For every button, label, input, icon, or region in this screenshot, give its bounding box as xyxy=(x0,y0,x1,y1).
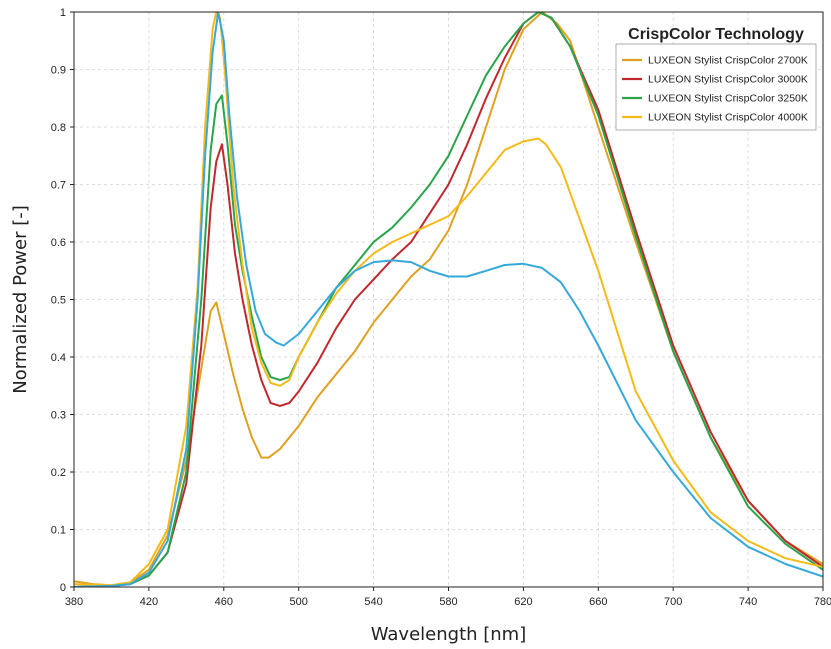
y-tick-label: 0.1 xyxy=(51,525,66,537)
series-lines xyxy=(74,12,823,587)
legend-label: LUXEON Stylist CrispColor 4000K xyxy=(648,112,808,124)
x-tick-label: 660 xyxy=(589,596,607,608)
x-tick-label: 500 xyxy=(290,596,308,608)
legend-label: LUXEON Stylist CrispColor 3250K xyxy=(648,93,808,105)
y-tick-label: 0.3 xyxy=(51,410,66,422)
x-tick-label: 580 xyxy=(439,596,457,608)
x-tick-label: 740 xyxy=(739,596,757,608)
x-tick-label: 460 xyxy=(215,596,233,608)
y-tick-label: 0.8 xyxy=(51,122,66,134)
x-axis-ticks: 380 420 460 500 540 580 620 660 700 740 780 xyxy=(65,587,831,608)
x-tick-label: 420 xyxy=(140,596,158,608)
y-tick-label: 0.9 xyxy=(51,65,66,77)
legend-title: CrispColor Technology xyxy=(628,26,804,43)
legend-box xyxy=(615,43,817,131)
x-tick-label: 380 xyxy=(65,596,83,608)
y-tick-label: 0.4 xyxy=(51,352,66,364)
legend-label: LUXEON Stylist CrispColor 2700K xyxy=(648,55,808,67)
y-axis-title: Normalized Power [-] xyxy=(10,205,31,393)
series-line xyxy=(74,12,823,587)
legend-items: LUXEON Stylist CrispColor 2700K LUXEON St… xyxy=(622,55,808,124)
y-axis-ticks: 0 0.1 0.2 0.3 0.4 0.5 0.6 0.7 0.8 0.9 1 xyxy=(51,7,74,594)
legend-label: LUXEON Stylist CrispColor 3000K xyxy=(648,74,808,86)
x-axis-title: Wavelength [nm] xyxy=(371,624,527,645)
y-tick-label: 0 xyxy=(60,582,66,594)
y-tick-label: 0.6 xyxy=(51,237,66,249)
series-line xyxy=(74,12,823,587)
y-tick-label: 0.7 xyxy=(51,180,66,192)
x-tick-label: 540 xyxy=(364,596,382,608)
y-tick-label: 0.5 xyxy=(51,295,66,307)
legend: CrispColor Technology LUXEON Stylist Cri… xyxy=(615,26,817,131)
y-tick-label: 1 xyxy=(60,7,66,19)
x-tick-label: 620 xyxy=(514,596,532,608)
y-tick-label: 0.2 xyxy=(51,467,66,479)
grid xyxy=(73,11,824,588)
x-tick-label: 780 xyxy=(814,596,831,608)
x-tick-label: 700 xyxy=(664,596,682,608)
